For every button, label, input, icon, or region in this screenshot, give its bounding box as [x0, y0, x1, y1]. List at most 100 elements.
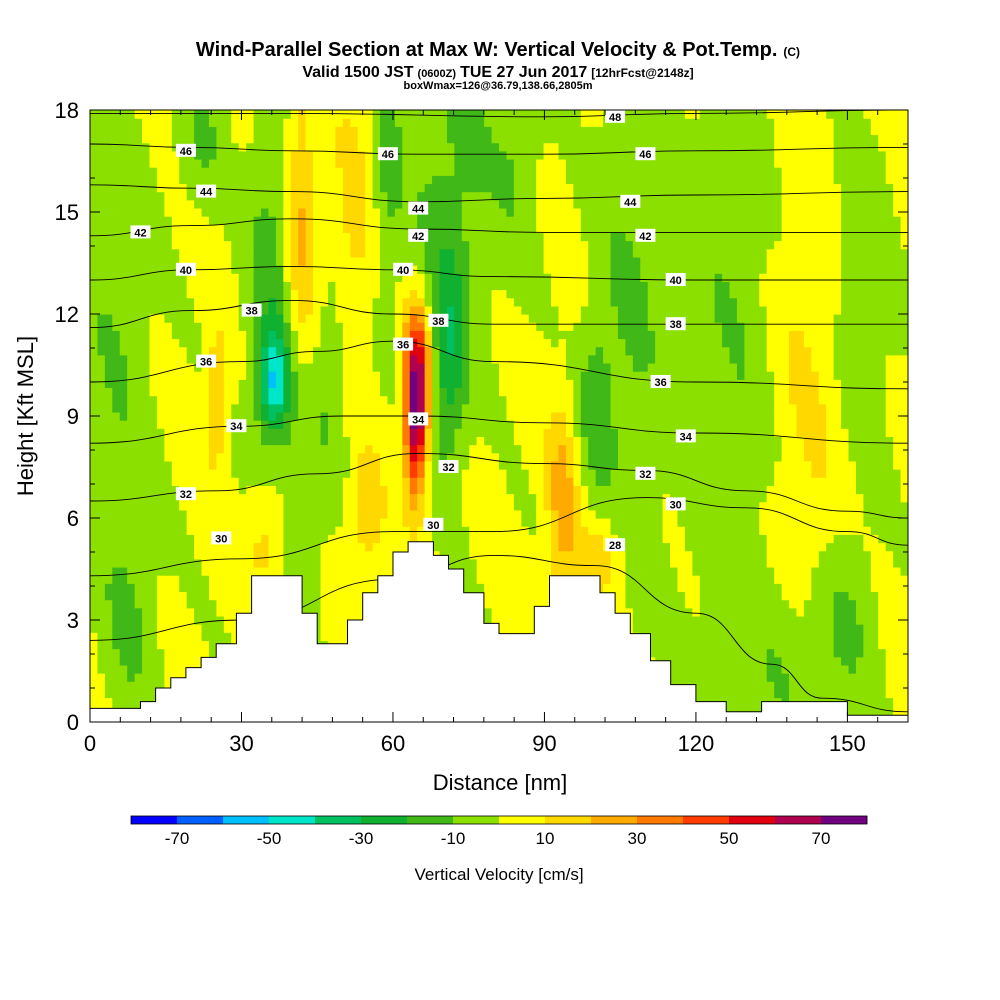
velocity-cell — [112, 615, 121, 625]
velocity-cell — [342, 575, 351, 584]
velocity-cell — [551, 110, 560, 119]
velocity-cell — [156, 420, 165, 429]
velocity-cell — [112, 681, 121, 690]
velocity-cell — [186, 362, 195, 372]
velocity-cell — [327, 248, 336, 258]
velocity-cell — [513, 314, 522, 323]
velocity-cell — [283, 216, 292, 225]
velocity-cell — [469, 322, 478, 331]
velocity-cell — [119, 485, 128, 495]
velocity-cell — [380, 395, 389, 405]
velocity-cell — [536, 526, 545, 535]
velocity-cell — [439, 526, 448, 535]
velocity-cell — [543, 142, 552, 152]
velocity-cell — [357, 281, 366, 291]
velocity-cell — [127, 526, 136, 535]
velocity-cell — [327, 199, 336, 209]
velocity-cell — [283, 411, 292, 421]
velocity-cell — [127, 354, 136, 364]
velocity-cell — [402, 314, 411, 323]
velocity-cell — [283, 118, 292, 127]
velocity-cell — [439, 175, 448, 185]
velocity-cell — [283, 191, 292, 201]
velocity-cell — [104, 395, 113, 405]
velocity-cell — [469, 232, 478, 242]
velocity-cell — [446, 118, 455, 127]
velocity-cell — [573, 420, 582, 429]
velocity-cell — [499, 428, 508, 437]
velocity-cell — [156, 134, 165, 144]
velocity-cell — [313, 134, 322, 144]
velocity-cell — [499, 322, 508, 331]
velocity-cell — [409, 134, 418, 144]
velocity-cell — [469, 436, 478, 446]
velocity-cell — [156, 256, 165, 266]
velocity-cell — [484, 142, 493, 152]
velocity-cell — [521, 314, 530, 323]
velocity-cell — [208, 110, 218, 119]
velocity-cell — [461, 199, 470, 209]
velocity-cell — [573, 314, 582, 323]
velocity-cell — [179, 656, 188, 666]
velocity-cell — [179, 501, 188, 511]
velocity-cell — [491, 232, 500, 242]
velocity-cell — [484, 216, 493, 225]
velocity-cell — [454, 314, 463, 323]
velocity-cell — [357, 501, 366, 511]
velocity-cell — [394, 403, 403, 413]
velocity-cell — [387, 118, 396, 127]
velocity-cell — [558, 346, 567, 356]
velocity-cell — [171, 232, 180, 242]
velocity-cell — [253, 534, 262, 544]
velocity-cell — [484, 575, 493, 584]
velocity-cell — [499, 240, 508, 250]
velocity-cell — [261, 387, 270, 397]
velocity-cell — [97, 664, 106, 674]
velocity-cell — [565, 558, 574, 568]
velocity-cell — [149, 216, 158, 225]
velocity-cell — [156, 624, 165, 633]
velocity-cell — [134, 314, 143, 323]
velocity-cell — [194, 452, 203, 462]
velocity-cell — [298, 150, 307, 160]
velocity-cell — [335, 469, 344, 478]
velocity-cell — [454, 444, 463, 454]
velocity-cell — [216, 134, 225, 144]
velocity-cell — [290, 362, 299, 372]
velocity-cell — [149, 379, 158, 389]
velocity-cell — [313, 509, 322, 519]
velocity-cell — [528, 346, 537, 356]
velocity-cell — [543, 411, 552, 421]
velocity-cell — [454, 452, 463, 462]
velocity-cell — [521, 558, 530, 568]
velocity-cell — [350, 297, 359, 307]
velocity-cell — [298, 126, 307, 136]
velocity-cell — [342, 118, 351, 127]
velocity-cell — [424, 248, 433, 258]
velocity-cell — [350, 207, 359, 217]
velocity-cell — [565, 232, 574, 242]
velocity-cell — [246, 509, 255, 519]
velocity-cell — [194, 599, 203, 609]
velocity-cell — [402, 346, 411, 356]
velocity-cell — [253, 566, 262, 576]
velocity-cell — [104, 632, 113, 641]
velocity-cell — [238, 403, 247, 413]
velocity-cell — [380, 403, 389, 413]
velocity-cell — [246, 110, 255, 119]
velocity-cell — [506, 150, 515, 160]
velocity-cell — [194, 297, 203, 307]
velocity-cell — [543, 395, 552, 405]
velocity-cell — [290, 134, 299, 144]
velocity-cell — [253, 322, 262, 331]
velocity-cell — [335, 175, 344, 185]
velocity-cell — [469, 477, 478, 486]
velocity-cell — [394, 354, 403, 364]
velocity-cell — [253, 158, 262, 168]
velocity-cell — [134, 648, 143, 658]
velocity-cell — [104, 158, 113, 168]
velocity-cell — [372, 322, 381, 331]
velocity-cell — [149, 583, 158, 593]
velocity-cell — [320, 126, 329, 136]
velocity-cell — [223, 207, 232, 217]
